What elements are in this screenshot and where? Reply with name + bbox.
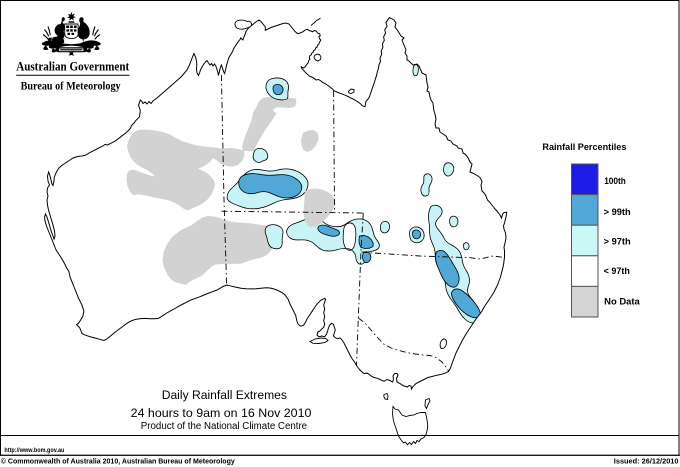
svg-text:No Data: No Data <box>604 297 641 307</box>
svg-text:Bureau of Meteorology: Bureau of Meteorology <box>21 79 121 92</box>
svg-text:Rainfall Percentiles: Rainfall Percentiles <box>542 142 626 153</box>
svg-text:> 99th: > 99th <box>604 207 631 217</box>
svg-text:100th: 100th <box>604 176 626 186</box>
svg-text:Issued: 26/12/2010: Issued: 26/12/2010 <box>614 459 679 466</box>
svg-text:> 97th: > 97th <box>604 236 631 246</box>
svg-text:Australian Government: Australian Government <box>16 59 129 73</box>
svg-text:Daily Rainfall Extremes: Daily Rainfall Extremes <box>162 388 287 402</box>
svg-text:© Commonwealth of Australia 20: © Commonwealth of Australia 2010, Austra… <box>1 458 235 466</box>
svg-text:24 hours to 9am on 16 Nov 2010: 24 hours to 9am on 16 Nov 2010 <box>131 406 312 420</box>
svg-text:Product of the National Climat: Product of the National Climate Centre <box>141 421 307 432</box>
svg-text:http://www.bom.gov.au: http://www.bom.gov.au <box>4 447 64 454</box>
svg-text:< 97th: < 97th <box>604 266 630 276</box>
